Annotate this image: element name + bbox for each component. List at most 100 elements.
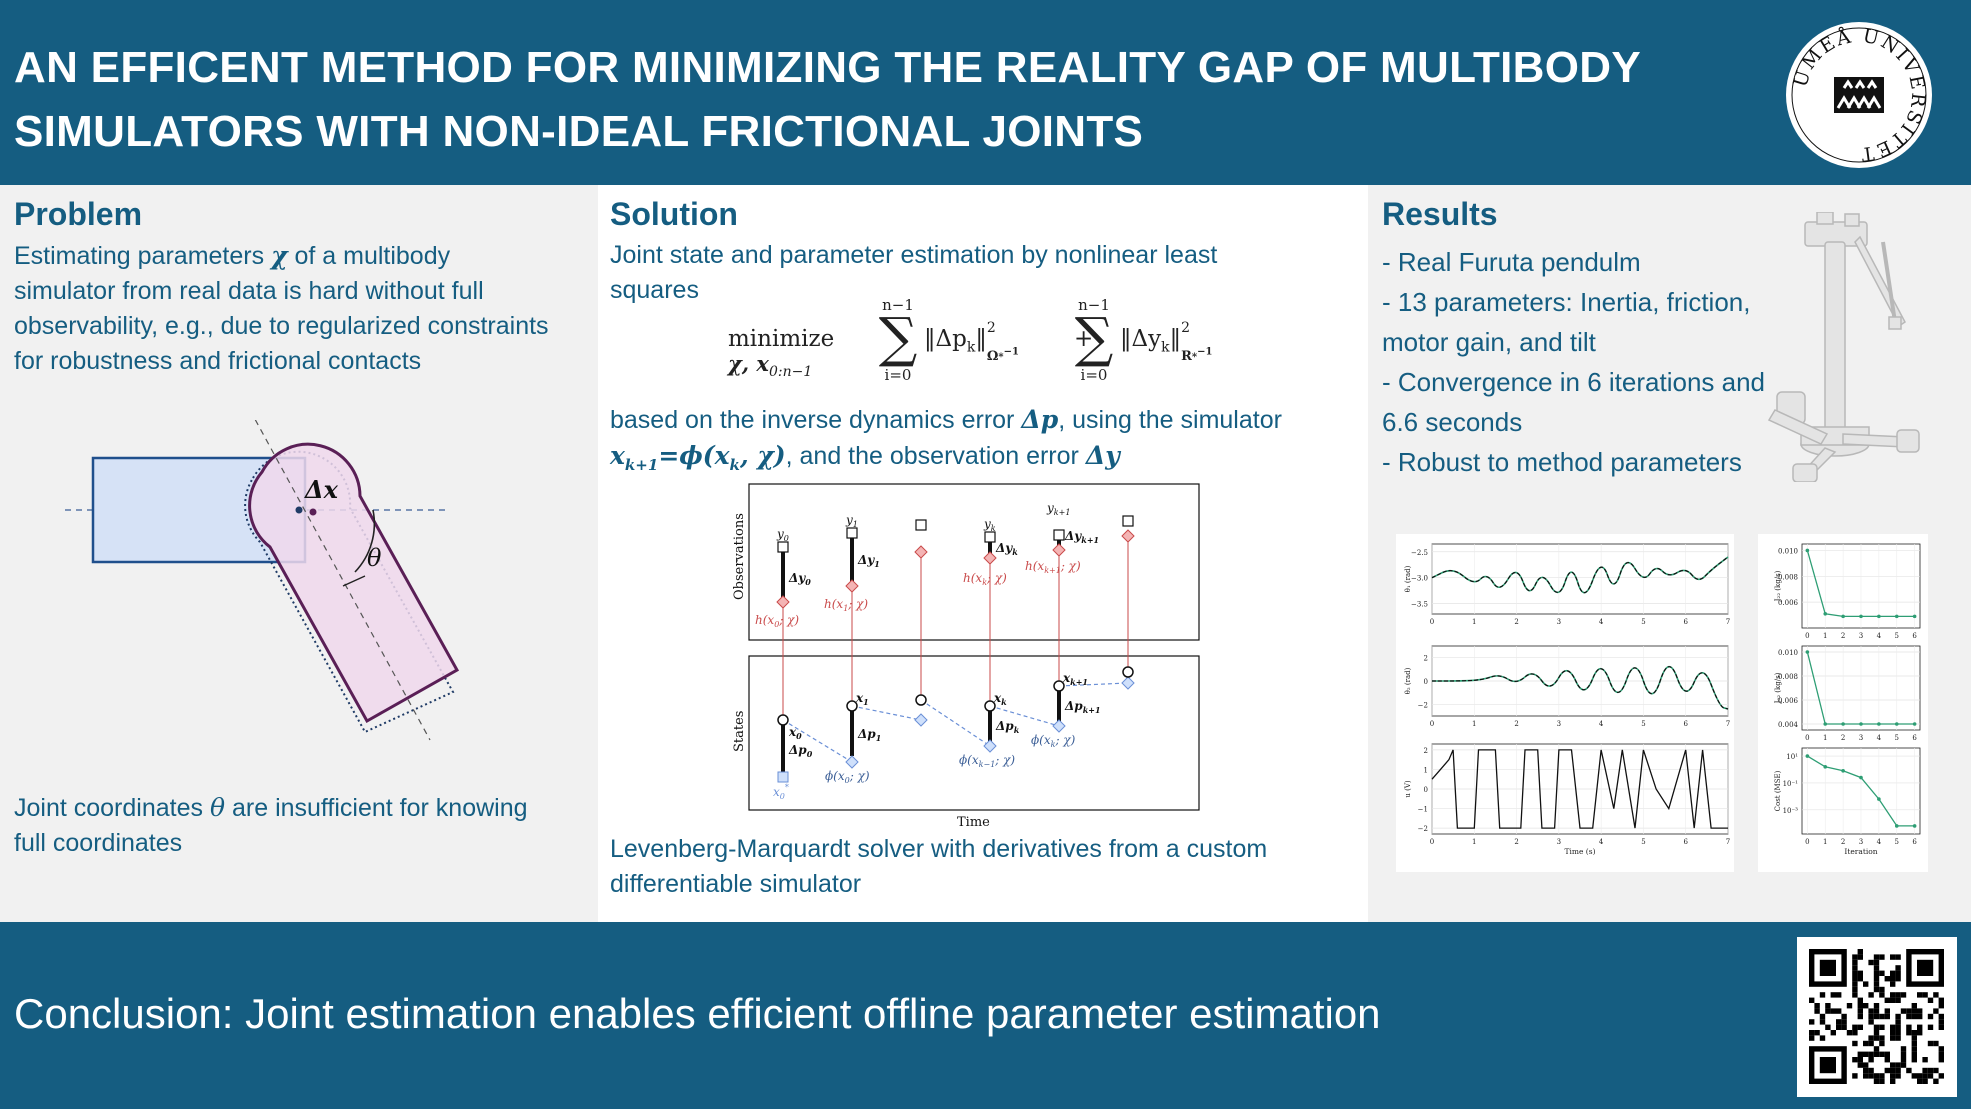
x-tick-label: 5 (1641, 618, 1645, 626)
x-tick-label: 2 (1514, 720, 1518, 728)
furuta-pendulum-image (1767, 212, 1920, 482)
observations-axis-label: Observations (732, 513, 747, 600)
solution-description: based on the inverse dynamics error Δp, … (610, 405, 1282, 474)
y-tick-label: 0 (1424, 678, 1428, 686)
svg-text:Δy0: Δy0 (788, 571, 811, 587)
y-tick-label: 0.010 (1778, 649, 1798, 657)
x-tick-label: 6 (1912, 734, 1917, 742)
x-tick-label: 1 (1823, 838, 1827, 846)
svg-text:yk: yk (983, 517, 996, 533)
y-tick-label: −3.0 (1411, 575, 1428, 583)
x-tick-label: 0 (1430, 618, 1434, 626)
svg-text:Δp1: Δp1 (857, 727, 881, 743)
y-tick-label: −2 (1418, 701, 1428, 709)
y-tick-label: 10¹ (1786, 753, 1798, 761)
svg-text:x0*: x0* (773, 783, 789, 801)
problem-conclusion: Joint coordinates θ are insufficient for… (14, 793, 528, 857)
problem-heading: Problem (14, 196, 143, 232)
x-tick-label: 4 (1599, 618, 1604, 626)
x-tick-label: 3 (1859, 838, 1863, 846)
svg-text:y1: y1 (845, 513, 858, 529)
estimation-diagram: Observations States Time (732, 483, 1200, 830)
theta-label: θ (367, 544, 382, 572)
x-tick-label: 3 (1557, 838, 1561, 846)
y-tick-label: 2 (1424, 747, 1428, 755)
x-tick-label: 5 (1641, 838, 1645, 846)
series-line-simulated (1431, 666, 1729, 710)
y-tick-label: 0.008 (1778, 573, 1798, 581)
data-point (1912, 824, 1917, 828)
y-tick-label: 0.006 (1778, 697, 1799, 705)
series-line-measured (1431, 556, 1729, 594)
data-point (1859, 722, 1863, 726)
svg-text:Δpk+1: Δpk+1 (1064, 699, 1101, 715)
chart-4: 0.010 0.008 0.006 0 1 2 3 4 5 6 J₂₂ (kg/s) (1774, 543, 1921, 640)
data-point (1894, 824, 1899, 828)
x-tick-label: 3 (1557, 720, 1561, 728)
y-tick-label: 10⁻¹ (1783, 780, 1799, 788)
title-line-1: AN EFFICENT METHOD FOR MINIMIZING THE RE… (14, 43, 1642, 92)
data-point (1823, 611, 1828, 616)
svg-text:h(xk; χ): h(xk; χ) (963, 571, 1007, 587)
x-tick-label: 5 (1895, 632, 1899, 640)
results-heading: Results (1382, 196, 1498, 232)
x-tick-label: 7 (1726, 720, 1730, 728)
data-point (1877, 614, 1881, 619)
qr-code[interactable] (1797, 937, 1957, 1097)
data-point (1841, 722, 1845, 726)
conclusion-text: Conclusion: Joint estimation enables eff… (14, 990, 1381, 1037)
svg-text:ϕ(xk; χ): ϕ(xk; χ) (1031, 733, 1076, 749)
svg-text:y0: y0 (776, 527, 789, 543)
states-axis-label: States (732, 711, 747, 752)
y-tick-label: 0.010 (1778, 547, 1798, 555)
x-axis-label: Time (s) (1564, 847, 1595, 856)
chart-1: −3.5 −3.0 −2.5 0 1 2 3 4 5 6 7 θ₁ (rad) (1404, 543, 1730, 626)
data-point (1823, 765, 1828, 769)
x-tick-label: 4 (1599, 720, 1604, 728)
problem-text: Estimating parameters χ of a multibody s… (14, 241, 549, 375)
svg-text:Δpk: Δpk (995, 719, 1020, 735)
chart-2: 2 0 −2 0 1 2 3 4 5 6 7 θ₂ (rad) (1404, 645, 1730, 728)
x-tick-label: 0 (1805, 838, 1809, 846)
qr-code-icon (1809, 949, 1944, 1084)
university-logo: UMEÅ UNIVERSITET (1786, 22, 1932, 168)
x-tick-label: 6 (1683, 720, 1688, 728)
trajectory-plots: −3.5−3.0−2.50 1 2 3 4 5 6 7θ₁ (rad)20−20 1 2 3 4 5 6 7… (1404, 543, 1730, 856)
y-tick-label: 2 (1424, 655, 1428, 663)
y-tick-label: −2.5 (1411, 549, 1428, 557)
x-tick-label: 2 (1841, 838, 1845, 846)
convergence-plots-panel: 0.010 0.008 0.006 0 1 2 3 4 5 6 J₂₂ (kg/s) 0.010 0.0… (1758, 534, 1928, 872)
data-point (1841, 769, 1845, 773)
svg-text:x0: x0 (788, 725, 802, 741)
series-line (1431, 749, 1728, 829)
x-tick-label: 5 (1895, 838, 1899, 846)
data-point (1859, 775, 1863, 780)
y-axis-label: θ₁ (rad) (1404, 565, 1412, 592)
title-line-2: SIMULATORS WITH NON-IDEAL FRICTIONAL JOI… (14, 107, 1144, 156)
x-tick-label: 6 (1683, 618, 1688, 626)
x-tick-label: 2 (1514, 838, 1518, 846)
x-tick-label: 0 (1805, 632, 1809, 640)
data-point (1841, 614, 1845, 619)
x-tick-label: 2 (1514, 618, 1518, 626)
x-tick-label: 0 (1430, 720, 1434, 728)
x-tick-label: 1 (1472, 838, 1476, 846)
x-tick-label: 5 (1895, 734, 1899, 742)
data-point (1877, 797, 1881, 801)
x-tick-label: 1 (1472, 720, 1476, 728)
x-tick-label: 4 (1877, 632, 1882, 640)
svg-text:xk: xk (993, 691, 1007, 707)
x-tick-label: 6 (1912, 838, 1917, 846)
poster-title: AN EFFICENT METHOD FOR MINIMIZING THE RE… (14, 36, 1734, 164)
y-axis-label: u (V) (1404, 780, 1412, 798)
x-tick-label: 1 (1472, 618, 1476, 626)
solution-solver-text: Levenberg-Marquardt solver with derivati… (610, 835, 1268, 898)
x-tick-label: 1 (1823, 632, 1827, 640)
x-tick-label: 2 (1841, 734, 1845, 742)
y-tick-label: 0 (1424, 786, 1428, 794)
y-tick-label: 0.004 (1778, 721, 1799, 729)
solution-column (598, 185, 1368, 922)
data-point (1859, 614, 1863, 619)
y-tick-label: 10⁻³ (1783, 807, 1799, 815)
svg-text:h(x1; χ): h(x1; χ) (824, 597, 868, 613)
